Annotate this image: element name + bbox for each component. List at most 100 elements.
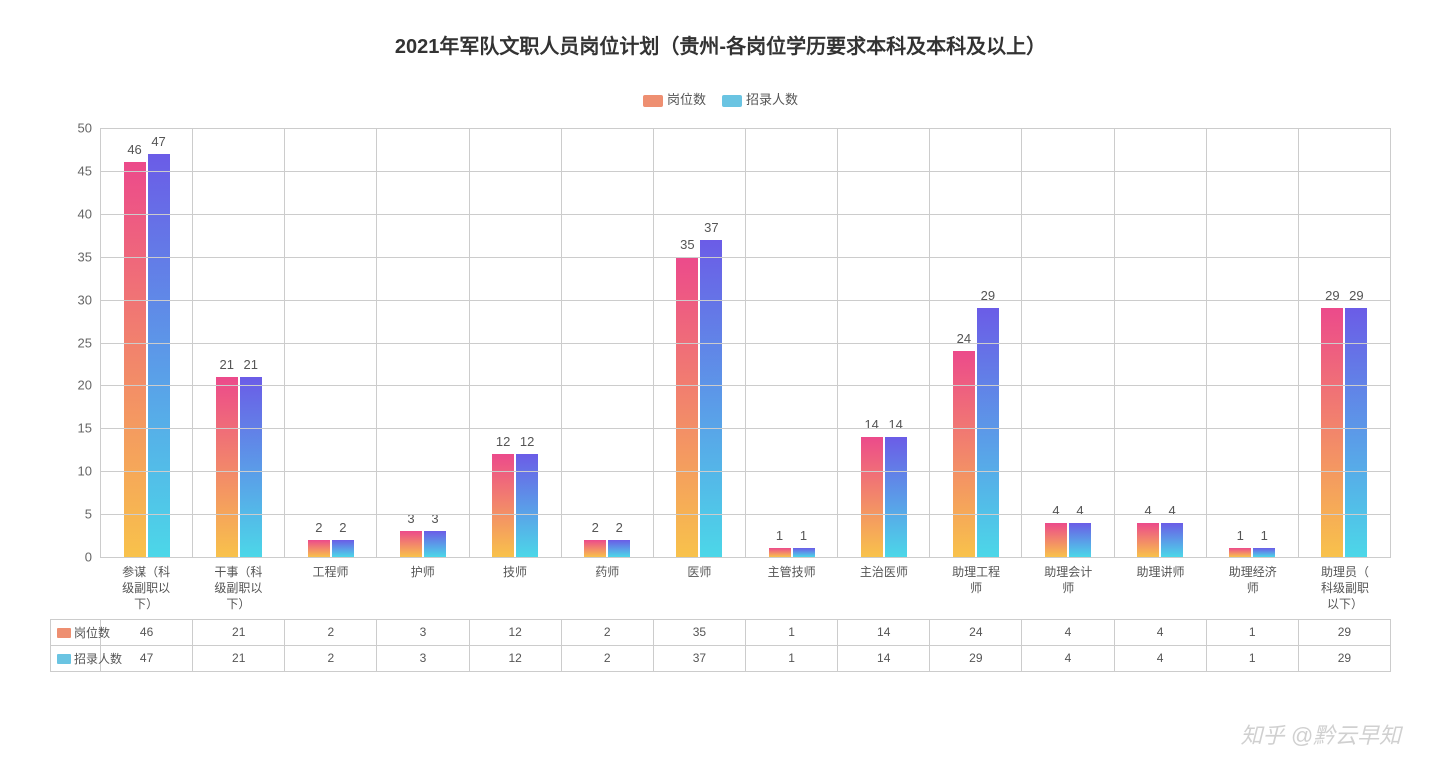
table-cell: 4 bbox=[1022, 619, 1114, 645]
bar-value-label: 4 bbox=[1052, 503, 1059, 518]
watermark: 知乎 @黔云早知 bbox=[1241, 718, 1401, 750]
table-cell: 3 bbox=[377, 619, 469, 645]
y-tick-label: 10 bbox=[78, 464, 92, 479]
legend-label: 岗位数 bbox=[667, 92, 706, 107]
table-cell: 21 bbox=[193, 619, 285, 645]
bar[interactable]: 3 bbox=[400, 531, 422, 557]
bar[interactable]: 21 bbox=[216, 377, 238, 557]
bar[interactable]: 1 bbox=[1253, 548, 1275, 557]
table-cell: 1 bbox=[1206, 645, 1298, 671]
bar-value-label: 24 bbox=[957, 331, 971, 346]
bar-value-label: 1 bbox=[800, 528, 807, 543]
table-row: 招录人数472123122371142944129 bbox=[51, 645, 1391, 671]
table-cell: 14 bbox=[838, 619, 930, 645]
bar[interactable]: 2 bbox=[608, 540, 630, 557]
gridline bbox=[100, 214, 1391, 215]
data-table: 岗位数462123122351142444129招录人数472123122371… bbox=[50, 619, 1391, 672]
bar-value-label: 2 bbox=[616, 520, 623, 535]
bar[interactable]: 21 bbox=[240, 377, 262, 557]
bar[interactable]: 2 bbox=[332, 540, 354, 557]
bar[interactable]: 14 bbox=[885, 437, 907, 557]
table-cell: 3 bbox=[377, 645, 469, 671]
legend-item-1[interactable]: 招录人数 bbox=[722, 89, 798, 108]
bar[interactable]: 24 bbox=[953, 351, 975, 557]
bar[interactable]: 4 bbox=[1161, 523, 1183, 557]
bar-value-label: 29 bbox=[1349, 288, 1363, 303]
bar-value-label: 12 bbox=[520, 434, 534, 449]
bar-value-label: 2 bbox=[315, 520, 322, 535]
bar-value-label: 29 bbox=[981, 288, 995, 303]
chart-title: 2021年军队文职人员岗位计划（贵州-各岗位学历要求本科及本科及以上） bbox=[20, 30, 1421, 59]
table-cell: 2 bbox=[561, 645, 653, 671]
bar[interactable]: 14 bbox=[861, 437, 883, 557]
table-cell: 29 bbox=[930, 645, 1022, 671]
gridline bbox=[100, 171, 1391, 172]
bar[interactable]: 4 bbox=[1069, 523, 1091, 557]
table-row-header: 岗位数 bbox=[51, 619, 101, 645]
table-cell: 2 bbox=[285, 645, 377, 671]
x-axis-label: 干事（科级副职以下） bbox=[192, 558, 284, 619]
legend-label: 招录人数 bbox=[746, 92, 798, 107]
bar[interactable]: 3 bbox=[424, 531, 446, 557]
bar-value-label: 2 bbox=[339, 520, 346, 535]
table-cell: 24 bbox=[930, 619, 1022, 645]
table-cell: 4 bbox=[1022, 645, 1114, 671]
x-axis-label: 助理工程师 bbox=[930, 558, 1022, 619]
table-cell: 14 bbox=[838, 645, 930, 671]
table-cell: 12 bbox=[469, 619, 561, 645]
table-cell: 2 bbox=[285, 619, 377, 645]
gridline bbox=[100, 385, 1391, 386]
bar[interactable]: 2 bbox=[308, 540, 330, 557]
bar[interactable]: 29 bbox=[977, 308, 999, 557]
row-header-label: 招录人数 bbox=[74, 652, 122, 666]
bar[interactable]: 12 bbox=[516, 454, 538, 557]
y-tick-label: 0 bbox=[85, 550, 92, 565]
bar-value-label: 35 bbox=[680, 237, 694, 252]
bar-value-label: 4 bbox=[1168, 503, 1175, 518]
bar[interactable]: 29 bbox=[1345, 308, 1367, 557]
bar[interactable]: 4 bbox=[1045, 523, 1067, 557]
chart-container: 2021年军队文职人员岗位计划（贵州-各岗位学历要求本科及本科及以上） 岗位数招… bbox=[20, 30, 1421, 760]
bar-value-label: 21 bbox=[243, 357, 257, 372]
legend-swatch bbox=[722, 95, 742, 107]
table-cell: 1 bbox=[745, 645, 837, 671]
bar[interactable]: 1 bbox=[793, 548, 815, 557]
bar-value-label: 14 bbox=[864, 417, 878, 432]
bar-value-label: 1 bbox=[776, 528, 783, 543]
bar-value-label: 37 bbox=[704, 220, 718, 235]
bar-value-label: 1 bbox=[1237, 528, 1244, 543]
x-axis-label: 助理经济师 bbox=[1207, 558, 1299, 619]
legend-item-0[interactable]: 岗位数 bbox=[643, 89, 706, 108]
table-cell: 21 bbox=[193, 645, 285, 671]
bar[interactable]: 29 bbox=[1321, 308, 1343, 557]
x-axis-label: 技师 bbox=[469, 558, 561, 619]
bar[interactable]: 1 bbox=[769, 548, 791, 557]
bar[interactable]: 12 bbox=[492, 454, 514, 557]
gridline bbox=[100, 514, 1391, 515]
bar-value-label: 46 bbox=[127, 142, 141, 157]
bar[interactable]: 35 bbox=[676, 257, 698, 557]
bar[interactable]: 1 bbox=[1229, 548, 1251, 557]
gridline bbox=[100, 471, 1391, 472]
bar-value-label: 47 bbox=[151, 134, 165, 149]
table-cell: 1 bbox=[745, 619, 837, 645]
gridline bbox=[100, 428, 1391, 429]
table-cell: 1 bbox=[1206, 619, 1298, 645]
bar[interactable]: 37 bbox=[700, 240, 722, 557]
x-axis-label: 参谋（科级副职以下） bbox=[100, 558, 192, 619]
gridline bbox=[100, 300, 1391, 301]
x-axis-label: 助理讲师 bbox=[1114, 558, 1206, 619]
bar[interactable]: 4 bbox=[1137, 523, 1159, 557]
y-tick-label: 45 bbox=[78, 163, 92, 178]
x-axis-label: 工程师 bbox=[284, 558, 376, 619]
x-axis-label: 药师 bbox=[561, 558, 653, 619]
bar[interactable]: 46 bbox=[124, 162, 146, 557]
x-axis-label: 助理会计师 bbox=[1022, 558, 1114, 619]
y-tick-label: 15 bbox=[78, 421, 92, 436]
y-tick-label: 5 bbox=[85, 507, 92, 522]
y-axis: 05101520253035404550 bbox=[60, 128, 100, 557]
bar-value-label: 1 bbox=[1261, 528, 1268, 543]
bar[interactable]: 2 bbox=[584, 540, 606, 557]
table-cell: 12 bbox=[469, 645, 561, 671]
table-cell: 29 bbox=[1298, 619, 1390, 645]
